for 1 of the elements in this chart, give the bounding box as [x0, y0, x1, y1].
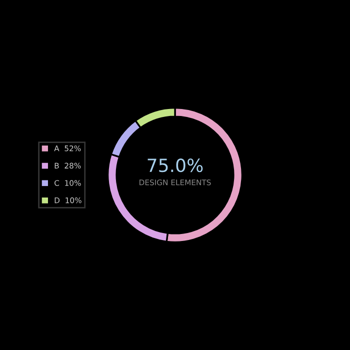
text: 75.0% [148, 158, 203, 172]
